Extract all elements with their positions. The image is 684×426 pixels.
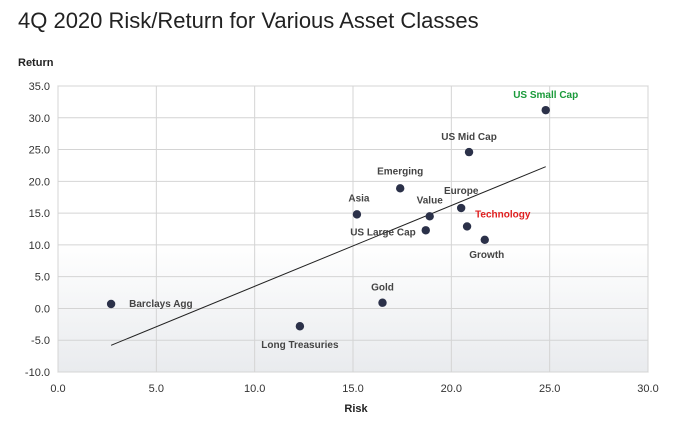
data-point: [295, 322, 305, 331]
data-label: US Mid Cap: [441, 132, 497, 143]
x-tick-label: 0.0: [50, 383, 65, 395]
x-tick-label: 15.0: [342, 383, 363, 395]
data-point: [456, 203, 466, 213]
data-point: [480, 235, 489, 245]
trendline: [110, 166, 546, 346]
data-point: [106, 299, 116, 309]
data-label: Long Treasuries: [261, 340, 339, 351]
y-axis-label: Return: [18, 57, 54, 69]
y-tick-label: 25.0: [29, 145, 50, 157]
data-label: Barclays Agg: [129, 299, 193, 310]
x-tick-label: 10.0: [244, 383, 265, 395]
x-tick-label: 25.0: [539, 383, 560, 395]
y-tick-label: 0.0: [35, 303, 50, 315]
data-point: [425, 212, 434, 221]
x-tick-label: 30.0: [637, 383, 658, 395]
data-label: US Small Cap: [513, 90, 578, 101]
y-tick-label: 20.0: [29, 176, 50, 188]
data-label: Europe: [444, 186, 479, 197]
x-tick-label: 5.0: [149, 383, 164, 395]
data-point: [352, 210, 362, 219]
data-point: [378, 298, 387, 307]
y-tick-label: -10.0: [25, 367, 50, 379]
data-label: Gold: [371, 283, 394, 294]
data-point: [464, 147, 474, 157]
y-tick-label: 30.0: [29, 113, 50, 125]
x-axis-label: Risk: [344, 403, 368, 415]
x-tick-label: 20.0: [441, 383, 462, 395]
y-tick-label: 5.0: [35, 272, 50, 284]
data-label: Growth: [469, 250, 504, 261]
data-label: Technology: [475, 209, 531, 220]
y-tick-label: 10.0: [29, 240, 50, 252]
data-label: Emerging: [377, 166, 423, 177]
data-point: [541, 105, 550, 115]
y-tick-label: -5.0: [31, 335, 50, 347]
data-label: Asia: [348, 193, 370, 204]
axes: -10.0 -5.0 0.0 5.0 10.0 15.0 20.0 25.0 30.0 35.0 0…: [25, 81, 659, 395]
data-points: Barclays Agg Long Treasuries Gold Asia Emerg…: [106, 90, 578, 351]
data-point: [396, 184, 405, 193]
y-tick-label: 15.0: [29, 208, 50, 220]
y-tick-label: 35.0: [29, 81, 50, 93]
data-point: [462, 222, 472, 231]
data-label: US Large Cap: [350, 227, 416, 238]
chart-title: 4Q 2020 Risk/Return for Various Asset Cl…: [18, 8, 479, 33]
data-point: [421, 226, 430, 235]
data-label: Value: [417, 195, 444, 206]
